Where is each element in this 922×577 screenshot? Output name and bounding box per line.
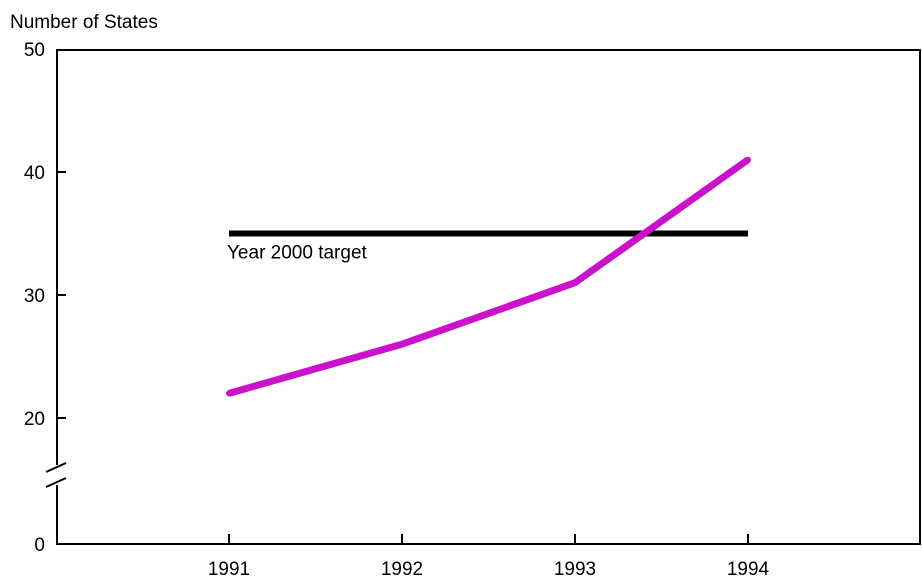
y-axis: 0 20 30 40 50 [24,40,66,556]
data-point-1992 [399,341,405,348]
data-point-1993 [572,279,578,286]
y-tick-label-40: 40 [24,163,45,184]
y-tick-label-50: 50 [24,40,45,61]
series-line-number-of-states [228,156,751,397]
plot-frame [56,49,921,545]
x-tick-label-1992: 1992 [381,559,423,577]
x-tick-label-1991: 1991 [208,559,250,577]
y-tick-label-0: 0 [34,535,45,556]
y-axis-label: Number of States [10,12,158,33]
y-tick-label-30: 30 [24,286,45,307]
axis-break [45,462,67,488]
x-tick-label-1994: 1994 [727,559,770,577]
y-tick-label-20: 20 [24,409,45,430]
target-label: Year 2000 target [227,243,368,264]
data-point-1994 [745,156,751,163]
data-point-1991 [226,390,232,397]
x-tick-label-1993: 1993 [554,559,596,577]
x-axis: 1991 1992 1993 1994 [208,534,770,577]
